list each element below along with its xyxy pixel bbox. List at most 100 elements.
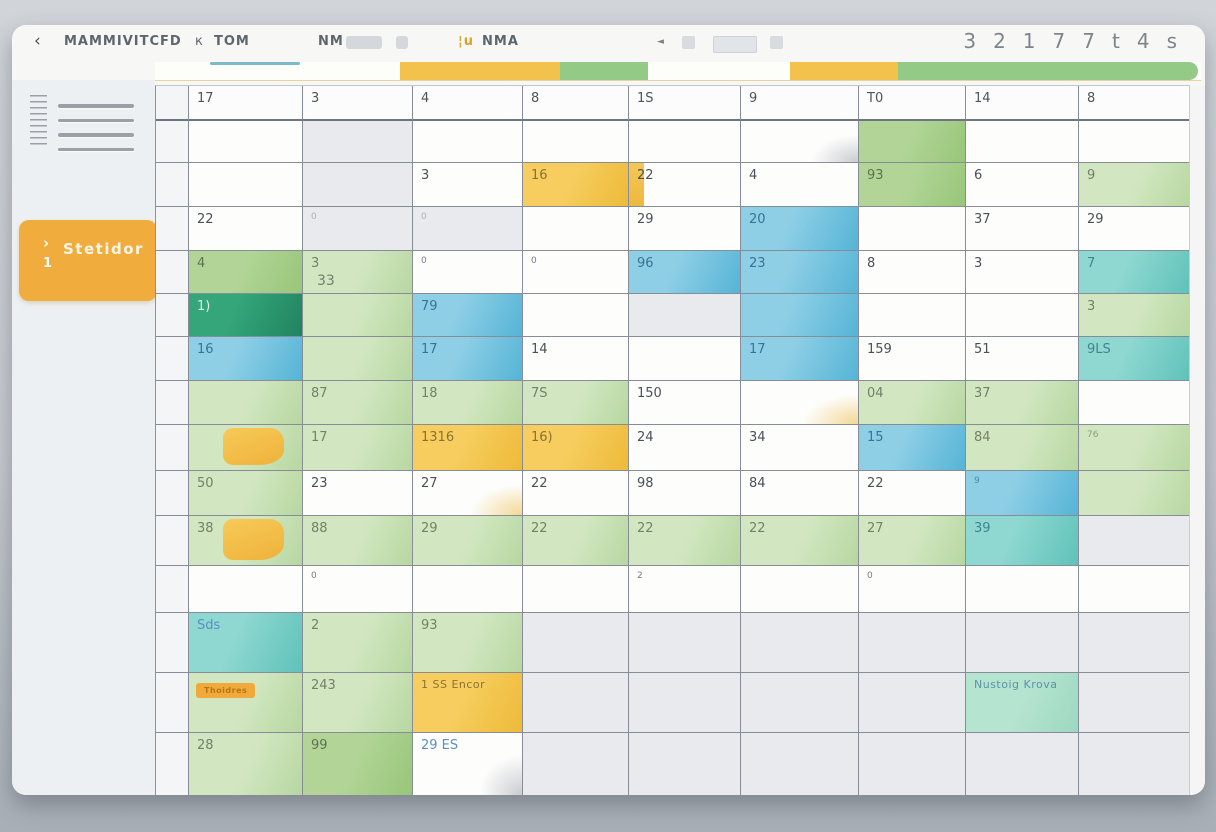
calendar-cell[interactable] [859, 294, 966, 337]
calendar-cell[interactable] [523, 613, 629, 673]
calendar-cell[interactable]: Thoidres [189, 673, 303, 733]
calendar-cell[interactable] [741, 566, 859, 613]
toolbar-number[interactable]: s [1166, 29, 1177, 53]
calendar-cell[interactable] [1079, 673, 1191, 733]
calendar-cell[interactable] [523, 733, 629, 795]
calendar-cell[interactable] [966, 121, 1079, 163]
calendar-cell[interactable]: 7S [523, 381, 629, 425]
calendar-cell[interactable]: 04 [859, 381, 966, 425]
calendar-cell[interactable]: 17 [303, 425, 413, 471]
toolbar-number[interactable]: 1 [1022, 29, 1036, 53]
calendar-cell[interactable]: 6 [966, 163, 1079, 207]
calendar-cell[interactable]: 93 [859, 163, 966, 207]
calendar-cell[interactable] [629, 613, 741, 673]
vertical-scrollbar[interactable] [1189, 85, 1205, 795]
calendar-cell[interactable] [189, 163, 303, 207]
calendar-cell[interactable] [859, 207, 966, 251]
menu-item-nm[interactable]: NM [318, 34, 344, 49]
calendar-cell[interactable]: 9LS [1079, 337, 1191, 381]
toolbar-number[interactable]: 7 [1082, 29, 1095, 53]
calendar-cell[interactable]: 15 [859, 425, 966, 471]
calendar-cell[interactable] [523, 121, 629, 163]
calendar-cell[interactable] [966, 566, 1079, 613]
calendar-cell[interactable]: 99 [303, 733, 413, 795]
calendar-cell[interactable] [189, 425, 303, 471]
calendar-cell[interactable]: 243 [303, 673, 413, 733]
calendar-cell[interactable]: 0 [413, 207, 523, 251]
calendar-cell[interactable] [523, 566, 629, 613]
calendar-cell[interactable] [859, 613, 966, 673]
calendar-cell[interactable] [1079, 733, 1191, 795]
toolbar-number[interactable]: 7 [1052, 29, 1066, 53]
calendar-cell[interactable]: 14 [523, 337, 629, 381]
calendar-cell[interactable]: 88 [303, 516, 413, 566]
calendar-cell[interactable]: 4 [741, 163, 859, 207]
calendar-cell[interactable]: 22 [629, 516, 741, 566]
calendar-cell[interactable]: 23 [741, 251, 859, 294]
calendar-cell[interactable] [629, 733, 741, 795]
calendar-cell[interactable] [741, 294, 859, 337]
calendar-cell[interactable]: 22 [189, 207, 303, 251]
calendar-cell[interactable]: 9 [966, 471, 1079, 516]
calendar-cell[interactable]: 24 [629, 425, 741, 471]
calendar-cell[interactable]: 84 [966, 425, 1079, 471]
toolbar-number[interactable]: 3 [963, 29, 977, 53]
calendar-cell[interactable]: 51 [966, 337, 1079, 381]
calendar-cell[interactable]: 29 ES [413, 733, 523, 795]
back-button[interactable]: ‹ [34, 31, 42, 51]
calendar-cell[interactable]: 7 [1079, 251, 1191, 294]
calendar-cell[interactable] [859, 733, 966, 795]
calendar-cell[interactable]: 1316 [413, 425, 523, 471]
calendar-cell[interactable] [629, 294, 741, 337]
calendar-cell[interactable] [523, 673, 629, 733]
calendar-cell[interactable] [1079, 516, 1191, 566]
calendar-cell[interactable]: 3 [1079, 294, 1191, 337]
toolbar-pill-button[interactable] [346, 36, 382, 49]
calendar-cell[interactable]: 22 [741, 516, 859, 566]
calendar-cell[interactable]: 16) [523, 425, 629, 471]
calendar-cell[interactable] [189, 381, 303, 425]
toolbar-small-button[interactable] [396, 36, 408, 49]
calendar-cell[interactable]: 0 [523, 251, 629, 294]
calendar-cell[interactable]: 23 [303, 471, 413, 516]
calendar-cell[interactable] [859, 121, 966, 163]
menu-item-tom[interactable]: TOM [214, 34, 250, 49]
calendar-cell[interactable]: 9 [1079, 163, 1191, 207]
calendar-cell[interactable] [741, 613, 859, 673]
calendar-cell[interactable] [1079, 613, 1191, 673]
calendar-cell[interactable]: 159 [859, 337, 966, 381]
calendar-cell[interactable] [741, 121, 859, 163]
calendar-cell[interactable] [1079, 471, 1191, 516]
hamburger-menu-icon[interactable] [58, 104, 134, 162]
calendar-cell[interactable] [189, 566, 303, 613]
calendar-cell[interactable] [741, 733, 859, 795]
calendar-cell[interactable] [303, 121, 413, 163]
calendar-cell[interactable]: Nustoig Krova [966, 673, 1079, 733]
calendar-cell[interactable]: 50 [189, 471, 303, 516]
calendar-cell[interactable]: 93 [413, 613, 523, 673]
calendar-cell[interactable]: 29 [629, 207, 741, 251]
calendar-cell[interactable]: 29 [1079, 207, 1191, 251]
toolbar-wide-button[interactable] [713, 36, 757, 53]
calendar-cell[interactable]: 16 [189, 337, 303, 381]
calendar-cell[interactable]: 29 [413, 516, 523, 566]
calendar-cell[interactable]: 2 [303, 613, 413, 673]
calendar-cell[interactable] [1079, 121, 1191, 163]
menu-item-fd[interactable]: FD [160, 34, 182, 49]
calendar-cell[interactable] [189, 121, 303, 163]
calendar-cell[interactable] [966, 613, 1079, 673]
toolbar-square-button-1[interactable] [682, 36, 695, 49]
calendar-cell[interactable]: 17 [741, 337, 859, 381]
event-chip[interactable]: Thoidres [196, 683, 256, 698]
calendar-cell[interactable] [413, 566, 523, 613]
calendar-cell[interactable]: 3 [413, 163, 523, 207]
calendar-cell[interactable]: Sds [189, 613, 303, 673]
calendar-cell[interactable]: 18 [413, 381, 523, 425]
calendar-cell[interactable] [1079, 566, 1191, 613]
calendar-cell[interactable] [966, 733, 1079, 795]
calendar-cell[interactable] [741, 381, 859, 425]
calendar-cell[interactable]: 1) [189, 294, 303, 337]
calendar-cell[interactable]: 27 [413, 471, 523, 516]
calendar-cell[interactable] [303, 163, 413, 207]
